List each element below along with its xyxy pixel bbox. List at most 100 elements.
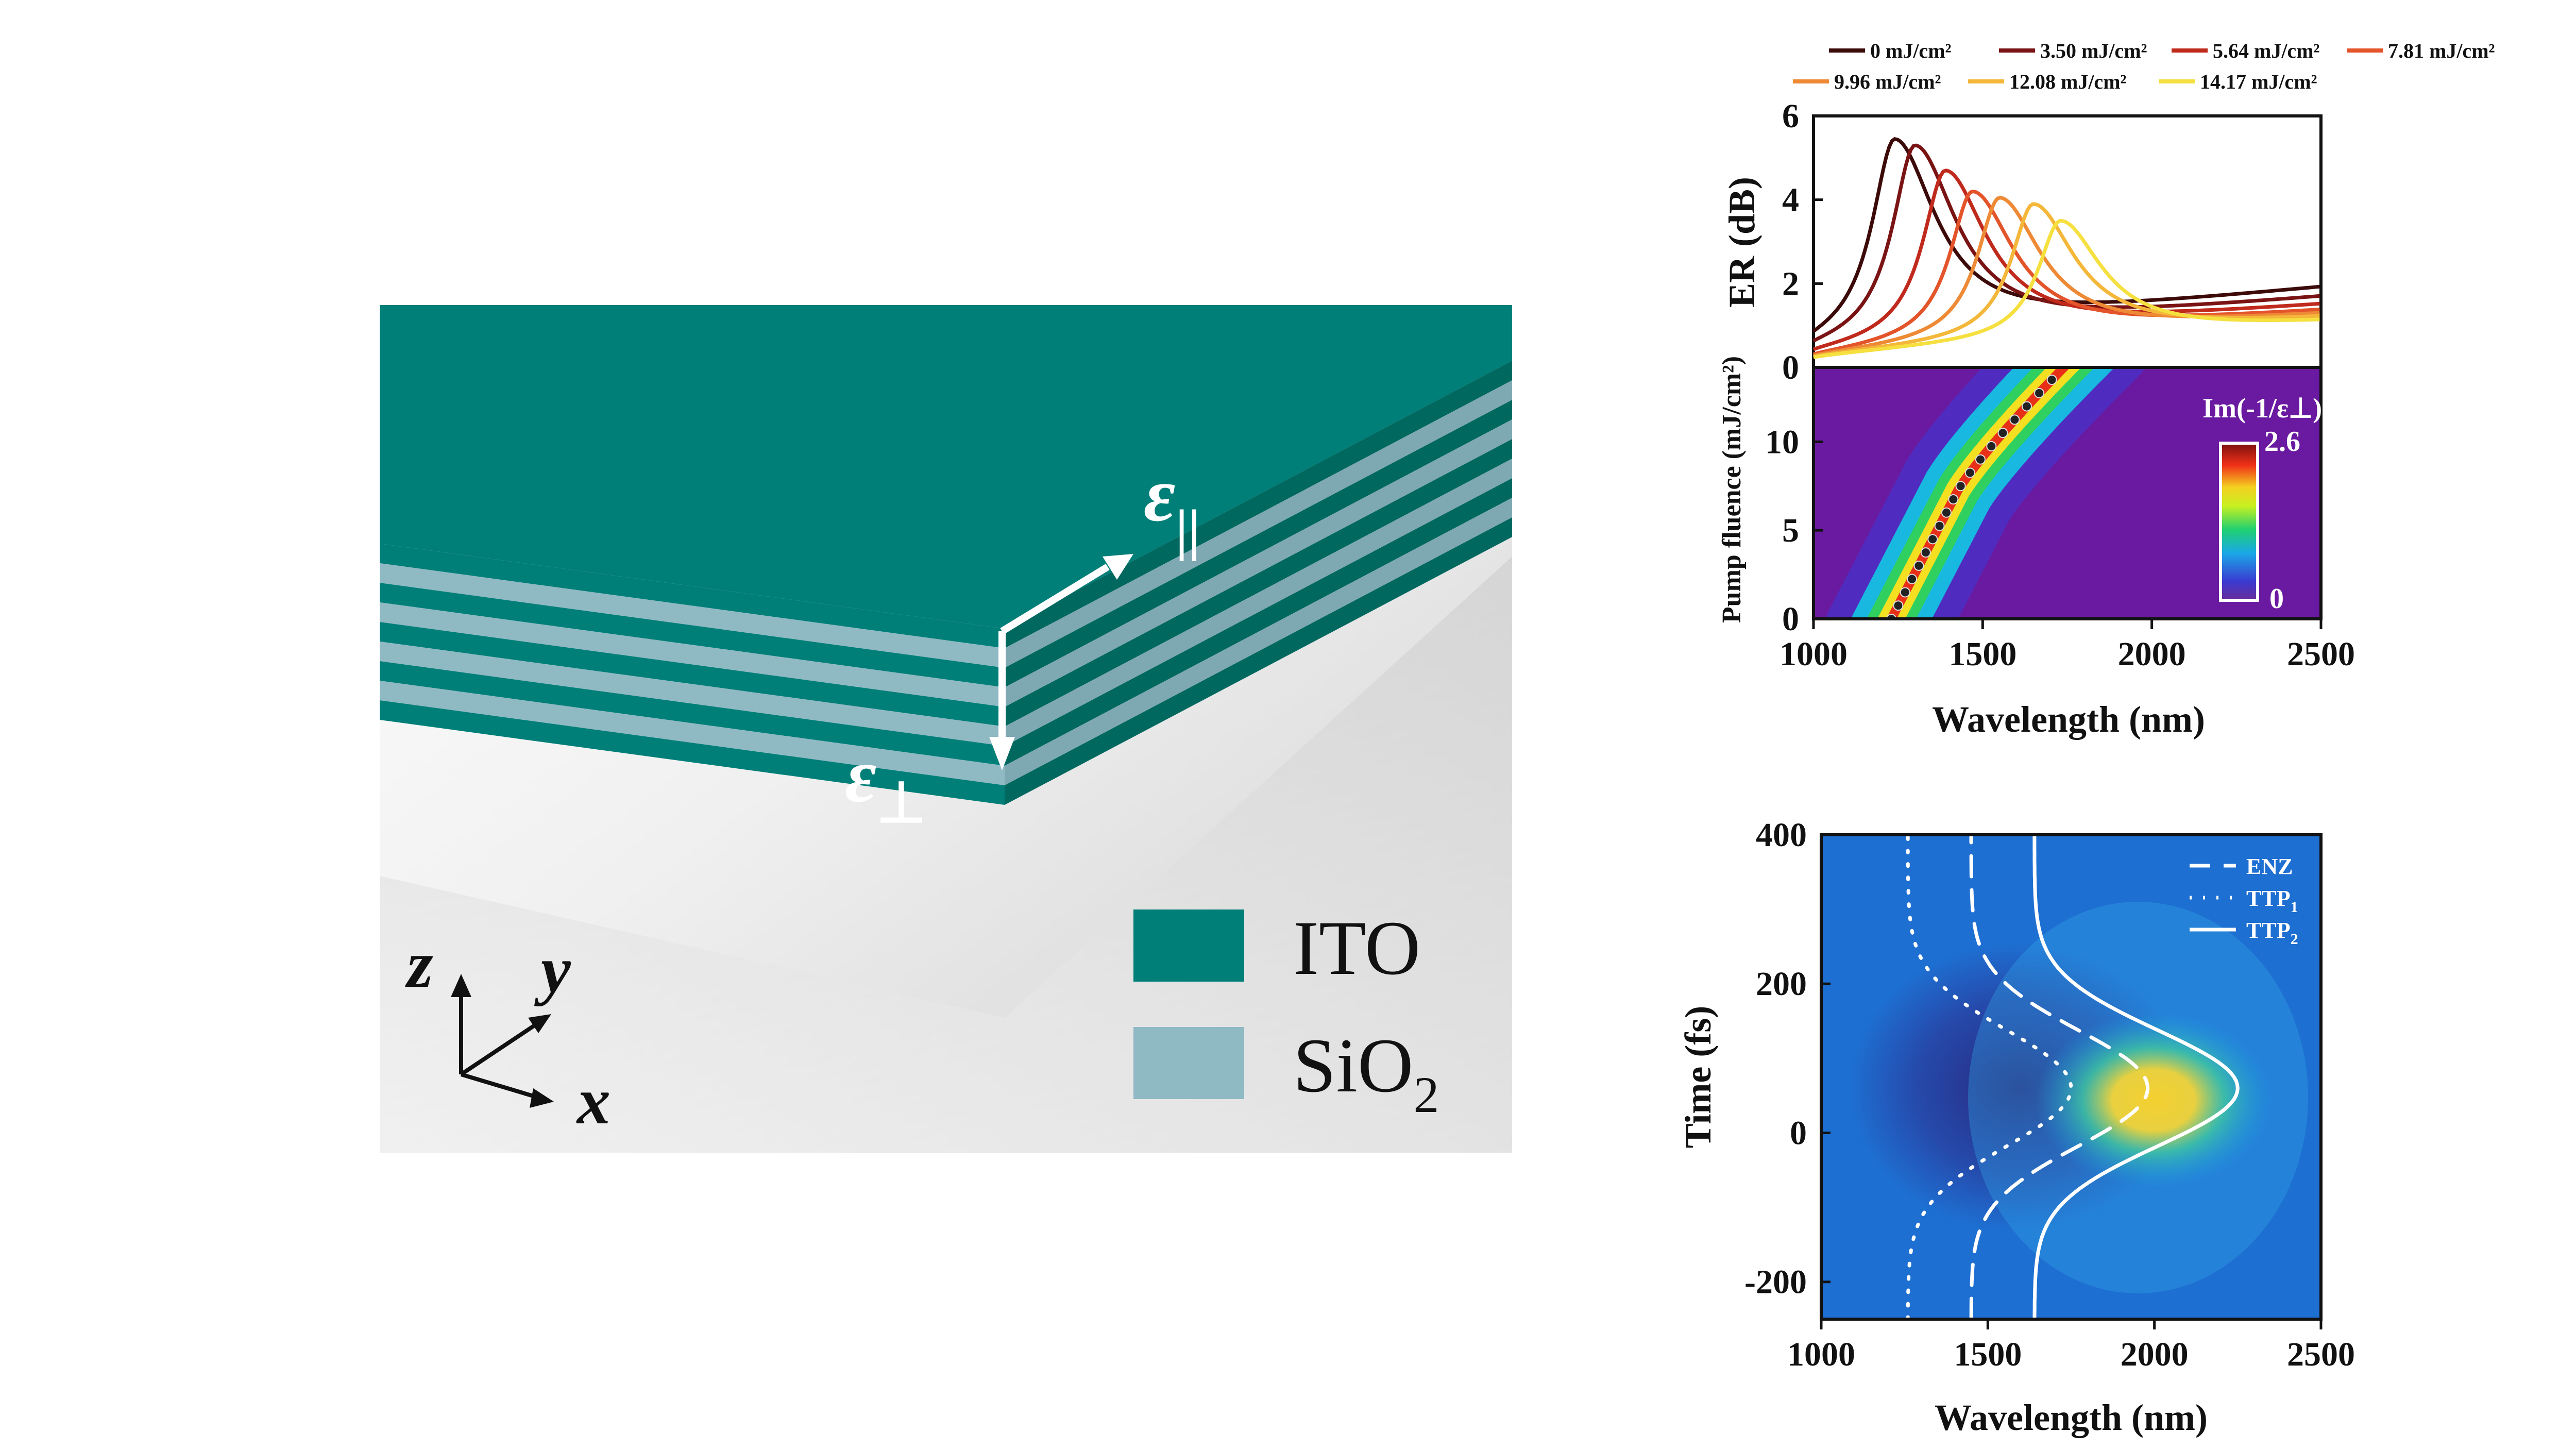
er-ytick-label: 4 [1782,181,1799,219]
ridge-dot [1913,560,1924,571]
fluence-xlabel: Wavelength (nm) [1932,699,2205,740]
layer-side-face [1005,400,1512,687]
ridge-dot [2046,375,2057,385]
fluence-colorbar: 2.6 0 Im(-1/ε⊥) [2202,393,2322,615]
time-y-ticks: -200 0 200 400 [1744,816,1831,1301]
er-ytick-label: 2 [1782,265,1799,302]
time-legend-label: ENZ [2246,854,2293,879]
fluence-ylabel: Pump fluence (mJ/cm²) [1717,356,1747,623]
ridge-dot [2021,401,2032,412]
time-xtick-label: 2000 [2121,1336,2189,1373]
layer-side-face [1005,459,1512,746]
legend-sio2: SiO2 [1133,1023,1439,1123]
er-chart: 0 mJ/cm² 3.50 mJ/cm² 5.64 mJ/cm² 7.81 mJ/cm… [1721,39,2495,386]
time-xtick-label: 1500 [1954,1336,2022,1373]
er-legend-label: 12.08 mJ/cm² [2009,70,2127,93]
layer-side-face [1005,517,1512,805]
colorbar-min: 0 [2269,583,2284,615]
time-ytick-label: 400 [1756,816,1807,854]
time-heatmap-curves [1906,835,2240,1319]
fluence-xtick-label: 2500 [2287,635,2355,673]
fluence-xtick-label: 2000 [2118,635,2186,673]
layer-front-face [380,563,1005,668]
multilayer-schematic: ITO SiO2 ε|| ε⊥ z y x [380,305,1512,1153]
legend-sio2-swatch [1133,1027,1244,1099]
eps-parallel-arrowhead [1103,554,1133,580]
layer-front-face [380,544,1005,648]
time-ytick-label: 0 [1790,1114,1807,1152]
colorbar-max: 2.6 [2264,426,2300,458]
ridge-dot [1986,441,1997,451]
eps-perp-label: ε⊥ [845,733,926,834]
legend-sio2-label: SiO2 [1293,1023,1439,1123]
er-legend: 0 mJ/cm² 3.50 mJ/cm² 5.64 mJ/cm² 7.81 mJ/cm… [1793,39,2495,93]
coordinate-axes [451,974,554,1108]
ridge-dot [1934,520,1945,531]
layer-front-face [380,622,1005,727]
time-heatmap-frame [1820,833,2323,1321]
axis-y-line [460,1021,540,1076]
time-curve-dashed [1969,835,2150,1319]
legend-ito-swatch [1133,909,1244,982]
eps-parallel-label: ε|| [1144,452,1200,561]
time-xlabel: Wavelength (nm) [1935,1397,2208,1438]
fluence-ytick-label: 10 [1765,423,1799,461]
ridge-dot [1948,494,1959,505]
axis-x-line [460,1072,539,1100]
layer-front-face [380,602,1005,707]
ridge-dot [1900,587,1910,598]
time-ytick-label: 200 [1756,965,1807,1003]
layer-side-face [1005,419,1512,707]
time-legend-main: ENZ [2246,854,2293,879]
layer-front-face [380,661,1005,766]
time-legend-main: TTP [2246,918,2291,943]
ridge-dot [1964,467,1975,478]
heatmap-ridge-dots [1886,375,2057,619]
time-curve-dotted [1906,835,2073,1319]
layer-front-face [380,642,1005,746]
layer-side-face [1005,439,1512,727]
epsilon-arrows [989,554,1133,770]
ridge-dot [1997,428,2008,439]
legend-ito: ITO [1133,905,1420,991]
time-xtick-label: 2500 [2287,1336,2355,1373]
ridge-dot [1975,454,1986,465]
eps-perp-symbol: ε [845,733,877,818]
er-ytick-label: 0 [1782,349,1799,386]
fluence-xtick-label: 1000 [1780,635,1848,673]
er-legend-label: 5.64 mJ/cm² [2213,39,2320,62]
eps-parallel-sub: || [1176,498,1200,561]
er-legend-label: 7.81 mJ/cm² [2388,39,2495,62]
fluence-heatmap-frame [1812,366,2323,620]
fluence-xtick-label: 1500 [1948,635,2016,673]
ridge-dot [2034,387,2045,398]
time-ylabel: Time (fs) [1677,1006,1719,1149]
layer-front-face [380,700,1005,805]
eps-parallel-arrow [1000,564,1110,634]
time-x-ticks: 1000 1500 2000 2500 [1787,1319,2355,1373]
legend-sio2-main: SiO [1293,1023,1413,1108]
layer-front-face [380,681,1005,785]
fluence-heatmap: 2.6 0 Im(-1/ε⊥) 0 5 10 1000 1500 2000 2500 Pu… [1717,356,2355,740]
fluence-ytick-label: 0 [1782,600,1799,638]
layer-side-face [1005,361,1512,648]
layer-side-face [1005,498,1512,785]
er-y-ticks: 0 2 4 6 [1782,97,1823,386]
er-legend-label: 9.96 mJ/cm² [1834,70,1941,93]
er-series-lines [1812,137,2320,359]
er-legend-label: 3.50 mJ/cm² [2040,39,2147,62]
legend-ito-label: ITO [1293,905,1420,991]
layer-side-face [1005,380,1512,668]
time-heatmap-hot-spot [2035,1013,2272,1188]
ito-top-surface [380,305,1512,629]
axis-y-head [528,1014,551,1033]
time-legend-sub: 2 [2291,931,2298,948]
axis-x-label: x [576,1064,611,1138]
time-legend-label: TTP1 [2246,886,2298,916]
ridge-dot [1941,507,1952,518]
ridge-dot [1955,481,1966,492]
axis-x-head [530,1088,554,1108]
er-ytick-label: 6 [1782,97,1799,135]
